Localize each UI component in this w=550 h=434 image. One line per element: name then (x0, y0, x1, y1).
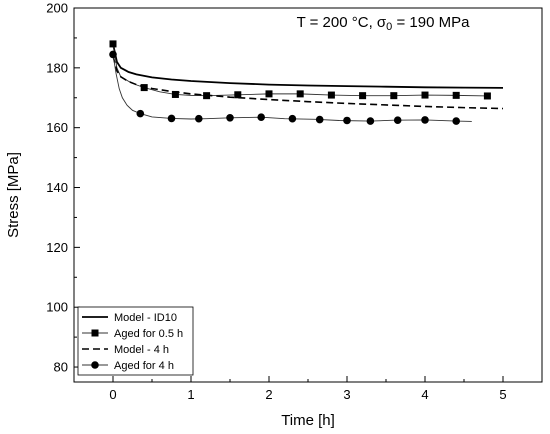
legend-item-1: Aged for 0.5 h (82, 328, 183, 340)
data-point (234, 91, 242, 99)
data-point (421, 116, 429, 124)
series-0 (112, 43, 504, 89)
data-point (366, 117, 375, 125)
data-point (315, 115, 324, 124)
data-point (343, 116, 351, 125)
series-line-2 (112, 55, 504, 110)
test-condition-annotation: T = 200 °C, σ0 = 190 MPa (297, 14, 471, 33)
x-tick-label-3: 3 (343, 387, 350, 402)
x-axis-ticks: 0 1 2 3 4 5 (73, 376, 543, 402)
y-tick-label-6: 200 (46, 1, 68, 16)
legend-marker-1 (91, 329, 99, 337)
data-point (452, 91, 460, 99)
y-tick-label-5: 180 (46, 60, 68, 75)
data-point (257, 113, 266, 122)
series-2 (112, 55, 504, 110)
y-tick-label-4: 160 (46, 120, 68, 135)
legend-item-3: Aged for 4 h (82, 360, 174, 372)
legend-label-3: Aged for 4 h (114, 360, 174, 372)
data-point (327, 91, 335, 99)
data-point (226, 114, 234, 122)
data-point (452, 117, 461, 125)
data-point (171, 90, 179, 98)
legend-item-2: Model - 4 h (82, 344, 169, 356)
data-point (136, 109, 145, 118)
data-point (288, 114, 297, 123)
legend-item-0: Model - ID10 (82, 312, 177, 324)
data-point (140, 84, 148, 92)
legend: Model - ID10 Aged for 0.5 h Model - 4 h Age… (77, 306, 194, 376)
x-tick-label-5: 5 (499, 387, 506, 402)
data-point (195, 114, 203, 123)
y-axis-label: Stress [MPa] (5, 152, 22, 238)
annotation-suffix: = 190 MPa (392, 14, 470, 31)
legend-label-0: Model - ID10 (114, 312, 177, 324)
legend-label-1: Aged for 0.5 h (114, 328, 183, 340)
y-tick-label-0: 80 (54, 360, 68, 375)
series-layer (109, 40, 504, 125)
x-axis-label: Time [h] (281, 412, 335, 429)
annotation-prefix: T = 200 °C, σ (297, 14, 387, 31)
y-axis-ticks: 80 100 120 140 160 180 200 (46, 1, 80, 375)
data-point (265, 90, 273, 98)
data-point (109, 40, 117, 48)
x-tick-label-2: 2 (265, 387, 272, 402)
y-tick-label-3: 140 (46, 180, 68, 195)
data-point (421, 91, 429, 99)
y-tick-label-1: 100 (46, 300, 68, 315)
series-3 (109, 50, 472, 125)
data-point (296, 90, 304, 98)
data-point (109, 50, 117, 59)
series-line-0 (112, 43, 504, 89)
y-tick-label-2: 120 (46, 240, 68, 255)
data-point (483, 92, 491, 100)
x-tick-label-1: 1 (187, 387, 194, 402)
data-point (393, 116, 402, 124)
data-point (390, 92, 398, 100)
annotation-subscript: 0 (386, 21, 392, 33)
series-line-3 (112, 54, 472, 122)
data-point (359, 92, 367, 100)
legend-label-2: Model - 4 h (114, 344, 169, 356)
x-tick-label-4: 4 (421, 387, 428, 402)
x-tick-label-0: 0 (109, 387, 116, 402)
data-point (167, 114, 176, 123)
legend-marker-3 (91, 361, 99, 369)
